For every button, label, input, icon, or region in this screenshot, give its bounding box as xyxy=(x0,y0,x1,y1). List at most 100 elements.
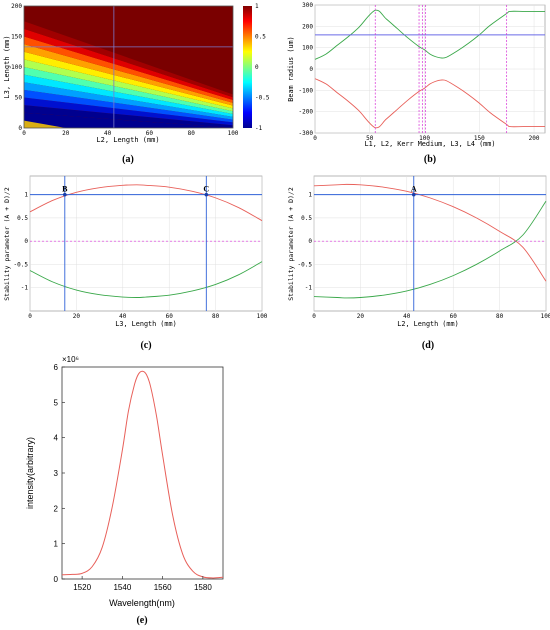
panel-b-ylabel: Beam radius (um) xyxy=(287,36,295,101)
y-tick-label: 0 xyxy=(24,238,28,245)
series-line-green xyxy=(313,200,547,299)
x-tick-label: 1520 xyxy=(73,583,91,592)
colorbar xyxy=(243,6,252,128)
x-tick-label: 60 xyxy=(166,313,174,320)
y-tick-label: 1 xyxy=(24,192,28,199)
y-tick-label: 0 xyxy=(308,238,312,245)
spectrum-line xyxy=(61,370,224,579)
panel-c-frame xyxy=(29,175,263,312)
panel-d-xlabel: L2, Length (mm) xyxy=(397,320,458,328)
panel-d-ylabel: Stability parameter (A + D)/2 xyxy=(287,187,295,301)
x-tick-label: 60 xyxy=(450,313,458,320)
marker-label: B xyxy=(62,185,68,194)
heatmap-band-strip xyxy=(24,21,233,98)
heatmap-band-strip xyxy=(24,105,233,128)
panel-c-chart: B C 0 20 40 60 80 100 1 0.5 0 -0.5 -1 L3, Length (m… xyxy=(3,175,268,351)
colorbar-tick-label: 0 xyxy=(255,64,259,71)
heatmap-band-strip xyxy=(24,51,233,109)
y-tick-label: -300 xyxy=(299,130,314,137)
heatmap-band-strip xyxy=(24,97,233,126)
x-tick-label: 0 xyxy=(22,130,26,137)
x-tick-label: 50 xyxy=(366,135,374,142)
y-tick-label: 2 xyxy=(54,504,59,513)
x-tick-label: 150 xyxy=(474,135,485,142)
x-tick-label: 200 xyxy=(529,135,540,142)
y-tick-label: 100 xyxy=(302,45,313,52)
x-tick-label: 20 xyxy=(62,130,70,137)
x-tick-label: 1560 xyxy=(154,583,172,592)
heatmap-band-strip xyxy=(24,67,233,115)
x-tick-label: 60 xyxy=(146,130,154,137)
x-tick-label: 80 xyxy=(212,313,220,320)
y-tick-label: -100 xyxy=(299,87,314,94)
colorbar-tick-label: -0.5 xyxy=(255,95,270,102)
heatmap-corner-patch xyxy=(24,120,66,128)
x-tick-label: 20 xyxy=(73,313,81,320)
y-tick-label: 50 xyxy=(15,95,23,102)
x-tick-label: 80 xyxy=(188,130,196,137)
panel-c-ylabel: Stability parameter (A + D)/2 xyxy=(3,187,11,301)
x-tick-label: 20 xyxy=(357,313,365,320)
panel-a-ylabel: L3, Length (mm) xyxy=(3,35,11,98)
colorbar-tick-label: 0.5 xyxy=(255,34,266,41)
x-tick-label: 1580 xyxy=(194,583,212,592)
y-tick-label: -1 xyxy=(21,285,29,292)
y-tick-label: 300 xyxy=(302,2,313,9)
y-tick-label: 0.5 xyxy=(17,215,28,222)
panel-e-xlabel: Wavelength(nm) xyxy=(109,598,175,608)
y-tick-label: 0 xyxy=(309,66,313,73)
y-tick-label: 0.5 xyxy=(301,215,312,222)
y-tick-label: -200 xyxy=(299,109,314,116)
panel-e-exponent: ×10⁶ xyxy=(62,355,79,364)
x-tick-label: 0 xyxy=(313,135,317,142)
x-tick-label: 100 xyxy=(257,313,268,320)
heatmap-band-strip xyxy=(24,59,233,112)
x-tick-label: 1540 xyxy=(113,583,131,592)
caption-c: (c) xyxy=(140,340,151,351)
panel-a-frame xyxy=(23,5,234,129)
panel-d-chart: A 0 20 40 60 80 100 1 0.5 0 -0.5 -1 L2, Length (mm… xyxy=(287,175,550,351)
colorbar-tick-label: -1 xyxy=(255,125,263,132)
y-tick-label: -1 xyxy=(305,285,313,292)
x-tick-label: 0 xyxy=(28,313,32,320)
series-line-red xyxy=(314,78,545,129)
y-tick-label: -0.5 xyxy=(14,261,29,268)
y-tick-label: 100 xyxy=(11,64,22,71)
y-tick-label: 3 xyxy=(54,469,59,478)
y-tick-label: 5 xyxy=(54,398,59,407)
y-tick-label: 1 xyxy=(308,192,312,199)
heatmap-band-strip xyxy=(24,36,233,103)
x-tick-label: 100 xyxy=(228,130,239,137)
y-tick-label: 150 xyxy=(11,34,22,41)
panel-e-frame xyxy=(61,366,224,580)
y-tick-label: 0 xyxy=(18,125,22,132)
y-tick-label: 4 xyxy=(54,434,59,443)
x-tick-label: 100 xyxy=(419,135,430,142)
marker-label: A xyxy=(411,185,417,194)
y-tick-label: 0 xyxy=(54,575,59,584)
y-tick-label: 200 xyxy=(302,23,313,30)
y-tick-label: -0.5 xyxy=(298,261,313,268)
y-tick-label: 6 xyxy=(54,363,59,372)
panel-e-ylabel: intensity(arbitrary) xyxy=(25,437,35,509)
panel-e-chart: 1520 1540 1560 1580 0 1 2 3 4 5 6 ×10⁶ Wavelength(… xyxy=(25,355,224,626)
heatmap-band-strip xyxy=(24,89,233,123)
x-tick-label: 40 xyxy=(119,313,127,320)
heatmap-band-strip xyxy=(24,44,233,106)
panel-a-xlabel: L2, Length (mm) xyxy=(96,136,159,144)
caption-b: (b) xyxy=(424,154,436,165)
colorbar-tick-label: 1 xyxy=(255,3,259,10)
panel-b-chart: 0 50 100 150 200 300 200 100 0 -100 -200 -300 L1, L… xyxy=(287,2,546,165)
marker-point xyxy=(204,192,209,197)
marker-label: C xyxy=(203,185,209,194)
series-line-green xyxy=(314,9,545,60)
x-tick-label: 80 xyxy=(496,313,504,320)
heatmap-band-strip xyxy=(24,82,233,120)
panel-a-heatmap: 0 20 40 60 80 100 0 50 100 150 200 1 0.5 0 -0.5 -1 L2,… xyxy=(3,3,270,165)
caption-d: (d) xyxy=(422,340,434,351)
caption-e: (e) xyxy=(136,615,147,626)
panel-c-xlabel: L3, Length (mm) xyxy=(115,320,176,328)
x-tick-label: 40 xyxy=(403,313,411,320)
x-tick-label: 0 xyxy=(312,313,316,320)
